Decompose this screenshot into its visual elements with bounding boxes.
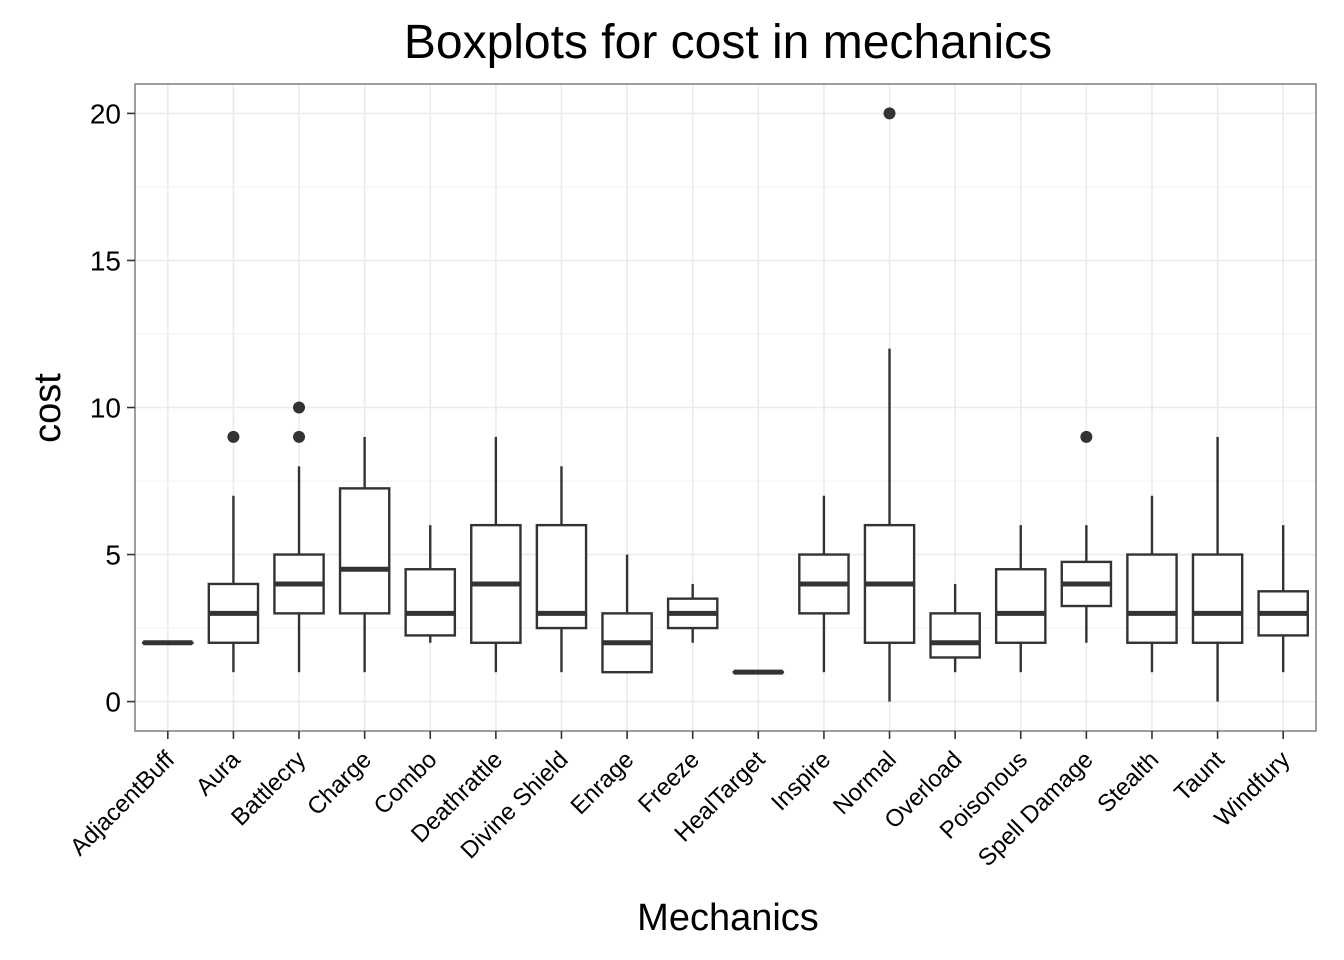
- box-body: [404, 568, 457, 637]
- box-enrage: [601, 554, 653, 674]
- x-tick-label: Aura: [191, 746, 246, 801]
- outlier-point: [227, 430, 240, 443]
- x-tick-label: Stealth: [1092, 746, 1164, 818]
- y-tick-label: 20: [90, 98, 121, 129]
- y-axis-title: cost: [27, 373, 69, 443]
- y-tick-label: 5: [105, 540, 121, 571]
- box-windfury: [1257, 525, 1309, 673]
- box-body: [929, 612, 981, 659]
- outlier-point: [1080, 430, 1093, 443]
- outlier-point: [293, 401, 306, 414]
- box-aura: [207, 430, 260, 673]
- box-stealth: [1126, 495, 1178, 673]
- box-taunt: [1191, 436, 1244, 702]
- x-tick-label: Enrage: [566, 746, 640, 820]
- box-deathrattle: [470, 436, 522, 673]
- x-tick-label: Taunt: [1169, 746, 1230, 807]
- box-divine-shield: [535, 466, 588, 673]
- box-poisonous: [994, 525, 1047, 673]
- x-tick-label: Charge: [302, 746, 377, 821]
- y-tick-label: 15: [90, 245, 121, 276]
- x-axis: AdjacentBuff AuraBattlecryChargeComboDeat…: [65, 731, 1295, 872]
- box-battlecry: [273, 401, 325, 673]
- box-body: [338, 487, 391, 615]
- outlier-point: [293, 430, 306, 443]
- chart-title: Boxplots for cost in mechanics: [404, 16, 1052, 69]
- box-charge: [338, 436, 391, 673]
- box-spell-damage: [1060, 430, 1113, 643]
- y-tick-label: 0: [105, 687, 121, 718]
- outlier-point: [883, 107, 896, 120]
- box-combo: [404, 525, 457, 643]
- box-inspire: [798, 495, 850, 673]
- box-series: [142, 107, 1309, 702]
- y-tick-label: 10: [90, 393, 121, 424]
- box-overload: [929, 583, 981, 673]
- x-axis-title: Mechanics: [637, 897, 819, 939]
- box-normal: [863, 107, 916, 702]
- y-axis: 0 5 10 15 20: [90, 98, 135, 718]
- x-tick-label: Spell Damage: [973, 746, 1099, 872]
- box-freeze: [666, 583, 719, 643]
- box-body: [1191, 553, 1244, 644]
- box-body: [994, 568, 1047, 644]
- x-tick-label: Inspire: [766, 746, 836, 816]
- x-tick-label: AdjacentBuff: [65, 746, 180, 861]
- box-body: [1126, 553, 1178, 644]
